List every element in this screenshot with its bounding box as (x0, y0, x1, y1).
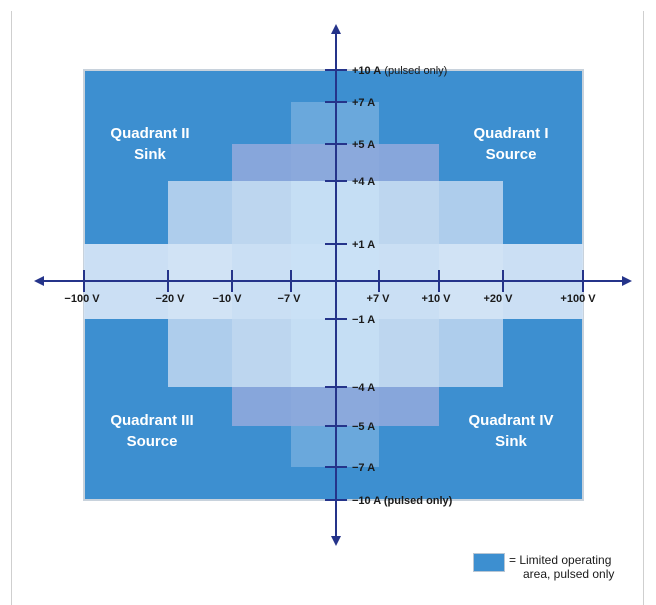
x-axis-arrow-right (622, 276, 632, 286)
y-tick-label-p7: +7 A (352, 97, 375, 109)
y-tick-labels: +10 A (pulsed only) +7 A +5 A +4 A +1 A … (352, 65, 453, 507)
quadrant-iii-title: Quadrant III (110, 412, 193, 429)
legend-line-2: area, pulsed only (523, 567, 615, 581)
x-tick-label: −20 V (155, 293, 185, 305)
x-tick-label: +100 V (560, 293, 596, 305)
x-tick-label: +10 V (421, 293, 451, 305)
x-ticks (83, 270, 584, 292)
y-tick-label-p4: +4 A (352, 176, 375, 188)
y-tick-label-m10: −10 A (pulsed only) (352, 495, 453, 507)
legend-swatch (473, 553, 505, 572)
y-ticks (325, 69, 347, 501)
y-tick-label-m7: −7 A (352, 462, 375, 474)
y-tick-label-p1: +1 A (352, 239, 375, 251)
quadrant-iii-subtitle: Source (127, 433, 178, 450)
x-tick-label: +20 V (483, 293, 513, 305)
quadrant-ii-title: Quadrant II (110, 125, 189, 142)
y-tick-label-p5: +5 A (352, 139, 375, 151)
x-tick-labels: −100 V −20 V −10 V −7 V +7 V +10 V +20 V… (64, 293, 596, 305)
quadrant-ii-subtitle: Sink (134, 146, 166, 163)
legend-line-1: = Limited operating (509, 553, 612, 567)
quadrant-iv-title: Quadrant IV (468, 412, 553, 429)
y-axis-arrow-top (331, 24, 341, 34)
quadrant-iv-subtitle: Sink (495, 433, 527, 450)
x-tick-label: +7 V (367, 293, 391, 305)
x-tick-label: −7 V (278, 293, 302, 305)
legend-text: = Limited operating area, pulsed only (509, 553, 639, 581)
quadrant-i-title: Quadrant I (473, 125, 548, 142)
x-tick-label: −100 V (64, 293, 100, 305)
axes (40, 30, 626, 540)
x-tick-label: −10 V (212, 293, 242, 305)
quadrant-i-subtitle: Source (486, 146, 537, 163)
y-tick-label-m4: −4 A (352, 382, 375, 394)
y-tick-label-m1: −1 A (352, 314, 375, 326)
x-axis-arrow-left (34, 276, 44, 286)
y-axis-arrow-bottom (331, 536, 341, 546)
quadrant-labels: Quadrant II Sink Quadrant I Source Quadr… (110, 125, 553, 450)
y-tick-label-p10: +10 A (pulsed only) (352, 65, 447, 77)
y-tick-label-m5: −5 A (352, 421, 375, 433)
